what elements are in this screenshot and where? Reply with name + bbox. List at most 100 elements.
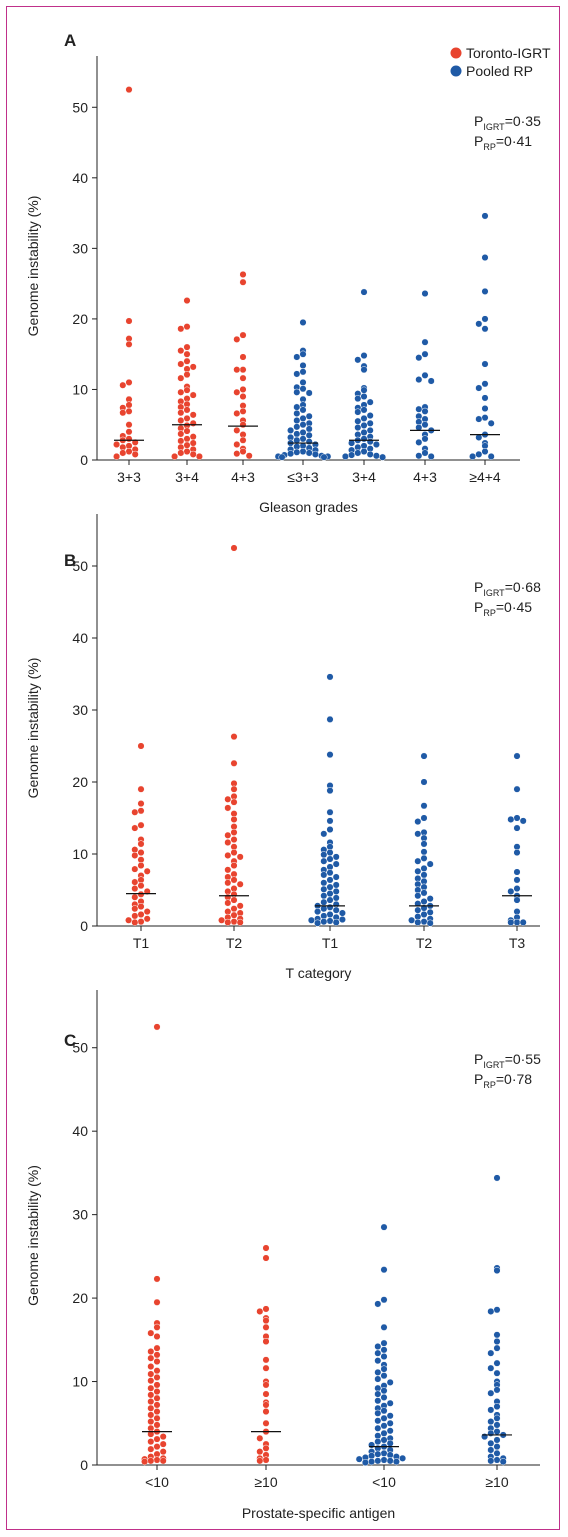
data-point	[230, 918, 238, 926]
data-point	[177, 437, 185, 445]
data-point	[189, 363, 197, 371]
data-point	[314, 919, 322, 927]
data-point	[380, 1414, 388, 1422]
data-point	[415, 405, 423, 413]
data-point	[137, 903, 145, 911]
data-point	[119, 449, 127, 457]
data-point	[414, 906, 422, 914]
data-point	[320, 857, 328, 865]
data-point	[177, 409, 185, 417]
y-tick-label: 50	[72, 1040, 88, 1056]
data-point	[256, 1448, 264, 1456]
panel-letter: B	[64, 551, 76, 570]
data-point	[481, 447, 489, 456]
data-point	[183, 343, 191, 351]
data-point	[374, 1397, 382, 1405]
data-point	[332, 887, 340, 895]
data-point	[137, 890, 145, 898]
data-point	[380, 1339, 388, 1347]
data-point	[230, 861, 238, 870]
data-point	[230, 759, 238, 767]
data-point	[379, 453, 387, 461]
data-point	[386, 1399, 394, 1407]
data-point	[230, 798, 238, 806]
data-point	[354, 423, 362, 432]
data-point	[420, 918, 428, 926]
data-point	[153, 1443, 161, 1451]
data-point	[426, 895, 434, 903]
data-point	[481, 394, 489, 402]
data-point	[125, 407, 133, 415]
data-point	[332, 881, 340, 889]
data-point	[338, 915, 346, 924]
data-point	[320, 885, 328, 893]
data-point	[513, 868, 521, 876]
data-point	[354, 417, 362, 425]
data-point	[230, 733, 238, 741]
data-point	[421, 289, 429, 298]
data-point	[420, 814, 428, 822]
data-point	[354, 356, 362, 364]
data-point	[147, 1445, 155, 1453]
data-point	[354, 449, 362, 457]
data-point	[507, 887, 515, 895]
data-point	[233, 335, 241, 343]
data-point	[137, 882, 145, 890]
data-point	[361, 1458, 369, 1467]
data-point	[299, 414, 307, 422]
data-point	[125, 447, 133, 456]
data-point	[360, 428, 368, 437]
data-point	[386, 1457, 394, 1465]
data-point	[153, 1351, 161, 1359]
data-point	[183, 357, 191, 365]
data-point	[299, 428, 307, 437]
data-point	[125, 916, 133, 924]
data-point	[239, 374, 247, 382]
data-point	[239, 385, 247, 394]
data-point	[493, 1306, 501, 1314]
data-point	[183, 441, 191, 449]
data-point	[262, 1254, 270, 1262]
data-point	[487, 1457, 495, 1465]
data-point	[239, 392, 247, 401]
data-point	[380, 1456, 388, 1464]
data-point	[131, 824, 139, 832]
data-point	[332, 873, 340, 881]
data-point	[137, 800, 145, 808]
data-point	[293, 409, 301, 417]
data-point	[189, 450, 197, 458]
data-point	[131, 851, 139, 859]
data-point	[131, 905, 139, 913]
data-point	[380, 1387, 388, 1395]
data-point	[380, 1436, 388, 1444]
data-point	[293, 423, 301, 431]
y-axis-label: Genome instability (%)	[25, 658, 41, 799]
data-point	[230, 785, 238, 793]
data-point	[230, 815, 238, 823]
data-point	[493, 1386, 501, 1394]
data-point	[420, 871, 428, 879]
data-point	[147, 1418, 155, 1426]
data-point	[481, 315, 489, 323]
data-point	[320, 892, 328, 900]
data-point	[348, 451, 356, 459]
data-point	[493, 1331, 501, 1339]
data-point	[493, 1344, 501, 1352]
data-point	[137, 821, 145, 829]
data-point	[183, 323, 191, 331]
data-point	[507, 918, 515, 926]
data-point	[153, 1456, 161, 1464]
x-axis-label: Prostate-specific antigen	[242, 1505, 395, 1521]
data-point	[493, 1337, 501, 1346]
data-point	[147, 1404, 155, 1412]
data-point	[487, 1418, 495, 1426]
data-point	[380, 1407, 388, 1415]
data-point	[332, 853, 340, 861]
data-point	[183, 371, 191, 379]
x-tick-label: ≥10	[485, 1474, 508, 1490]
data-point	[224, 804, 232, 812]
data-point	[307, 916, 315, 924]
data-point	[153, 1421, 161, 1429]
data-point	[320, 453, 328, 461]
x-tick-label: 3+4	[352, 469, 376, 485]
